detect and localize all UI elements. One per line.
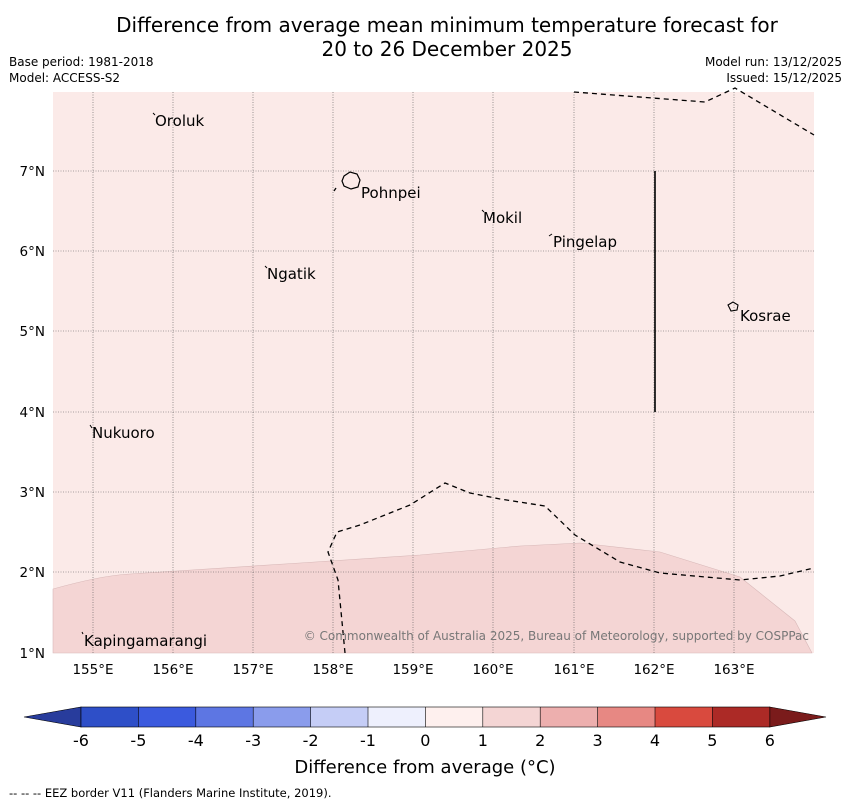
lon-tick-158e: 158°E — [312, 662, 353, 678]
colorbar-bin-minus1-0 — [368, 707, 426, 727]
colorbar-tick-5: 5 — [707, 731, 717, 750]
eez-border-north — [573, 87, 815, 136]
place-nukuoro: Nukuoro — [92, 424, 155, 442]
place-pingelap: Pingelap — [553, 233, 617, 251]
lat-tick-6n: 6°N — [20, 244, 45, 260]
lat-tick-3n: 3°N — [20, 485, 45, 501]
colorbar-tick-minus6: -6 — [73, 731, 89, 750]
issued-date: Issued: 15/12/2025 — [726, 71, 842, 85]
lon-tick-162e: 162°E — [633, 662, 674, 678]
lat-tick-5n: 5°N — [20, 324, 45, 340]
model-name: Model: ACCESS-S2 — [9, 71, 121, 85]
map-title: Difference from average mean minimum tem… — [0, 13, 850, 61]
base-period: Base period: 1981-2018 — [9, 55, 154, 69]
lon-tick-159e: 159°E — [392, 662, 433, 678]
colorbar-bin-0-1 — [425, 707, 483, 727]
place-pohnpei: Pohnpei — [361, 184, 421, 202]
colorbar-bin-minus4-minus3 — [195, 707, 254, 727]
lon-tick-163e: 163°E — [713, 662, 754, 678]
colorbar-extend-low — [23, 706, 82, 728]
lon-tick-156e: 156°E — [152, 662, 193, 678]
lat-tick-7n: 7°N — [20, 164, 45, 180]
copyright-notice: © Commonwealth of Australia 2025, Bureau… — [304, 629, 809, 643]
colorbar-bin-5-6 — [712, 707, 770, 727]
colorbar-bin-minus3-minus2 — [253, 707, 311, 727]
eez-borders — [327, 87, 815, 654]
lon-tick-155e: 155°E — [72, 662, 113, 678]
eez-border-fragment — [333, 187, 337, 192]
colorbar-tick-minus4: -4 — [188, 731, 204, 750]
colorbar-extend-high — [769, 706, 827, 728]
colorbar-tick-1: 1 — [478, 731, 488, 750]
colorbar-tick-3: 3 — [593, 731, 603, 750]
latitude-ticks: 7°N 6°N 5°N 4°N 3°N 2°N 1°N — [20, 164, 45, 662]
colorbar-label: Difference from average (°C) — [294, 757, 556, 778]
anomaly-region-1-to-2 — [52, 542, 813, 654]
colorbar: -6 -5 -4 -3 -2 -1 0 1 2 3 4 5 6 — [23, 706, 827, 750]
place-mokil: Mokil — [483, 209, 522, 227]
eez-footnote: -- -- -- EEZ border V11 (Flanders Marine… — [9, 786, 332, 800]
lon-tick-161e: 161°E — [553, 662, 594, 678]
eez-border-south — [327, 482, 815, 654]
colorbar-tick-minus2: -2 — [303, 731, 319, 750]
colorbar-tick-minus5: -5 — [130, 731, 146, 750]
place-kosrae: Kosrae — [740, 307, 791, 325]
longitude-ticks: 155°E 156°E 157°E 158°E 159°E 160°E 161°… — [72, 662, 754, 678]
graticule — [53, 92, 814, 653]
island-dots — [81, 112, 553, 635]
colorbar-bin-2-3 — [540, 707, 598, 727]
place-ngatik: Ngatik — [267, 265, 316, 283]
colorbar-bin-1-2 — [482, 707, 541, 727]
title-line-2: 20 to 26 December 2025 — [321, 37, 573, 61]
colorbar-dividers — [138, 707, 713, 727]
meta-left: Base period: 1981-2018 Model: ACCESS-S2 — [9, 54, 154, 86]
title-line-1: Difference from average mean minimum tem… — [116, 13, 778, 37]
meta-right: Model run: 13/12/2025 Issued: 15/12/2025 — [705, 54, 842, 86]
lat-tick-2n: 2°N — [20, 565, 45, 581]
model-run: Model run: 13/12/2025 — [704, 55, 842, 69]
lon-tick-160e: 160°E — [472, 662, 513, 678]
colorbar-tick-minus1: -1 — [360, 731, 376, 750]
pohnpei-island-shape — [341, 171, 361, 190]
lat-tick-1n: 1°N — [20, 646, 45, 662]
lon-tick-157e: 157°E — [232, 662, 273, 678]
kosrae-island-shape — [727, 301, 739, 312]
colorbar-tick-4: 4 — [650, 731, 660, 750]
colorbar-bin-4-5 — [655, 707, 713, 727]
lat-tick-4n: 4°N — [20, 405, 45, 421]
colorbar-tick-0: 0 — [420, 731, 430, 750]
colorbar-bin-minus2-minus1 — [310, 707, 368, 727]
colorbar-tick-6: 6 — [765, 731, 775, 750]
place-oroluk: Oroluk — [155, 112, 204, 130]
colorbar-bin-3-4 — [597, 707, 655, 727]
colorbar-tick-2: 2 — [535, 731, 545, 750]
place-kapingamarangi: Kapingamarangi — [84, 632, 207, 650]
colorbar-bin-minus6-minus5 — [81, 707, 139, 727]
colorbar-tick-minus3: -3 — [245, 731, 261, 750]
colorbar-bin-minus5-minus4 — [138, 707, 196, 727]
